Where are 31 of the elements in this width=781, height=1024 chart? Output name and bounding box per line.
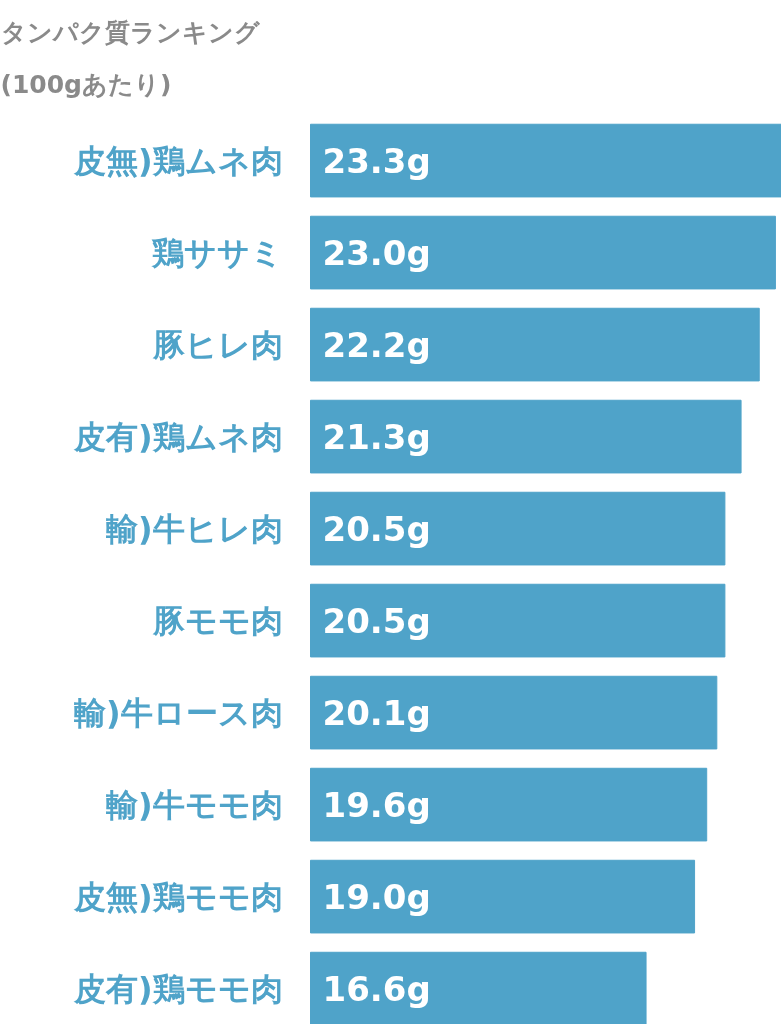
bar [310, 399, 742, 474]
bar [310, 951, 647, 1024]
data-label: 22.2g [322, 324, 431, 365]
data-label: 20.5g [322, 508, 431, 549]
data-label: 19.0g [322, 876, 431, 917]
data-label: 19.6g [322, 784, 431, 825]
y-tick-label: 皮無)鶏ムネ肉 [72, 141, 283, 180]
bar [310, 583, 726, 658]
bar [310, 307, 760, 382]
y-tick-label: 皮有)鶏ムネ肉 [72, 417, 283, 456]
y-tick-label: 皮無)鶏モモ肉 [72, 877, 283, 916]
y-tick-label: 輸)牛ヒレ肉 [104, 509, 283, 548]
y-tick-label: 鶏ササミ [150, 233, 283, 272]
bar [310, 675, 718, 750]
data-label: 20.1g [322, 692, 431, 733]
y-tick-label: 輸)牛モモ肉 [104, 785, 283, 824]
bar [310, 215, 776, 290]
y-tick-label: 皮有)鶏モモ肉 [72, 969, 283, 1008]
bar [310, 767, 708, 842]
data-label: 20.5g [322, 600, 431, 641]
bar [310, 491, 726, 566]
data-label: 16.6g [322, 968, 431, 1009]
y-tick-label: 輸)牛ロース肉 [72, 693, 283, 732]
y-tick-label: 豚ヒレ肉 [151, 325, 283, 364]
data-label: 23.3g [322, 140, 431, 181]
bar [310, 123, 781, 198]
bar [310, 859, 696, 934]
y-tick-label: 豚モモ肉 [151, 601, 283, 640]
data-label: 21.3g [322, 416, 431, 457]
data-label: 23.0g [322, 232, 431, 273]
chart-title: タンパク質ランキング (100gあたり) [0, 18, 261, 99]
